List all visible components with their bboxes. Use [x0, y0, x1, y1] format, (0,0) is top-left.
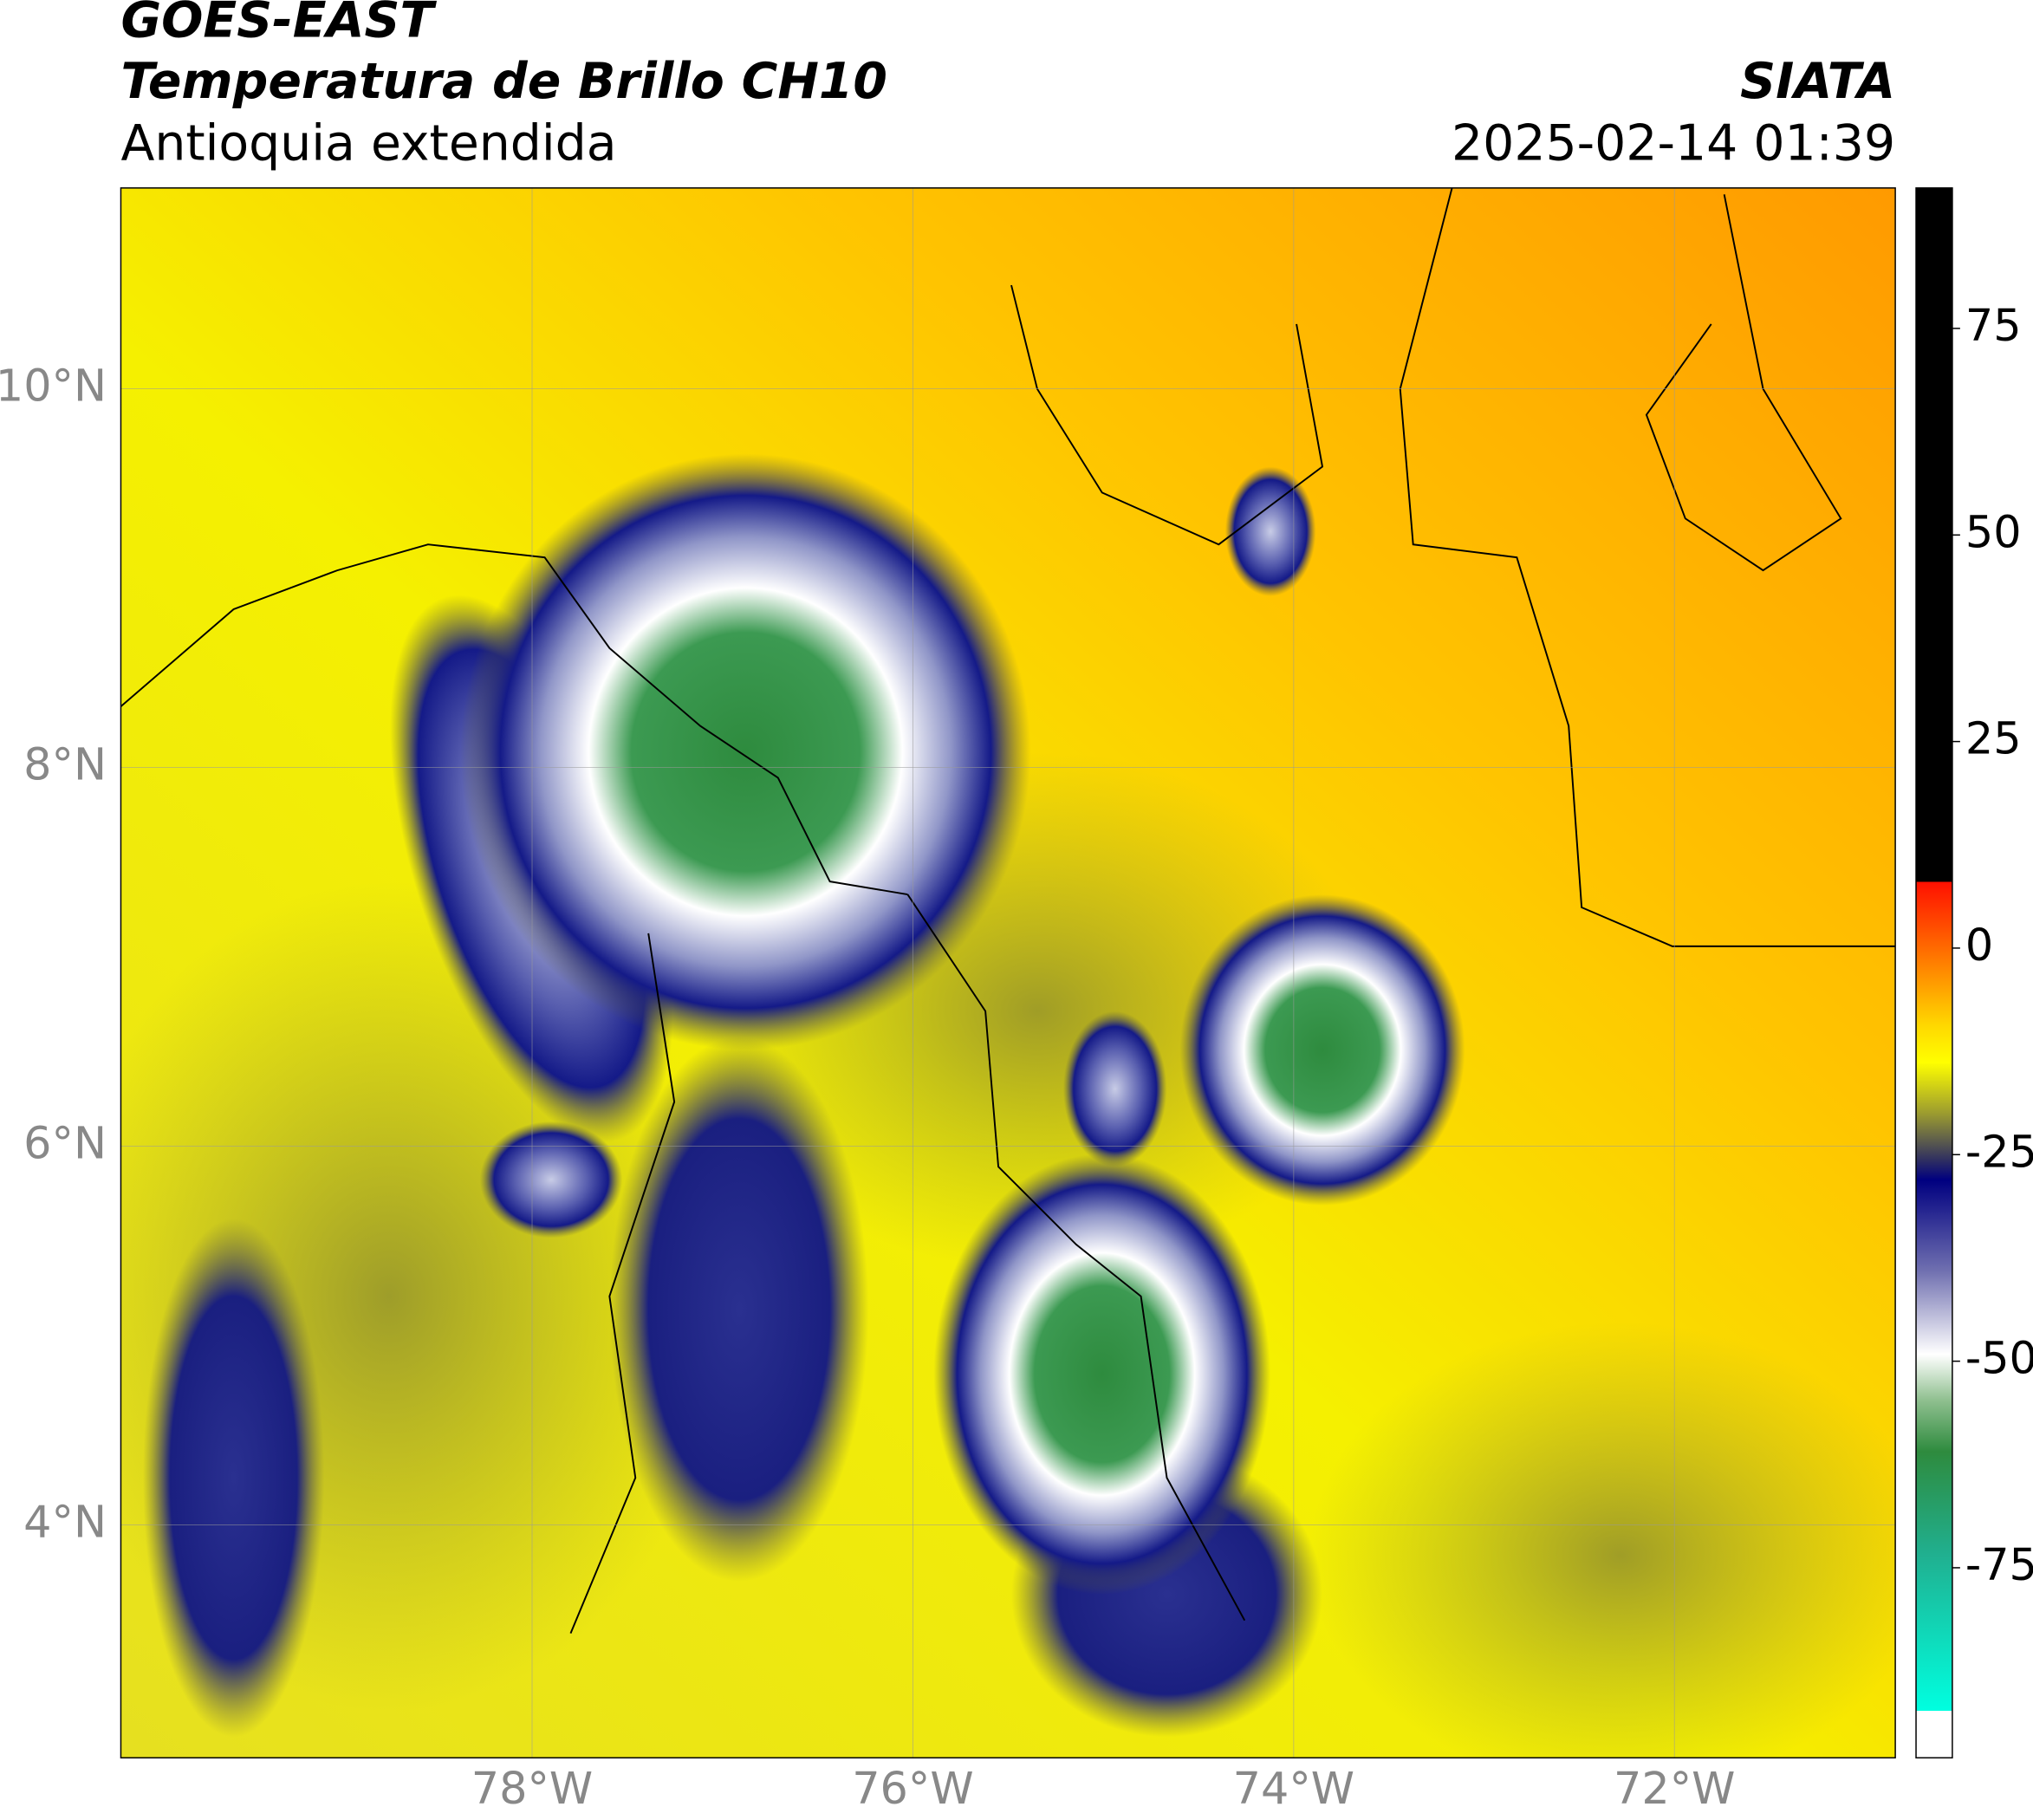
cloud-band: [142, 1218, 325, 1738]
colorbar-tick-label: 50: [1965, 506, 2022, 557]
x-tick-label: 76°W: [852, 1763, 973, 1814]
y-tick-label: 6°N: [23, 1117, 107, 1168]
map-frame: [120, 187, 1896, 1758]
boundaries: [120, 187, 1896, 1634]
x-tick-label: 72°W: [1614, 1763, 1735, 1814]
region: Antioquia extendida: [120, 115, 616, 172]
map-image: [120, 187, 1896, 1758]
title: GOES-EAST: [120, 0, 437, 49]
subtitle: Temperatura de Brillo CH10: [120, 53, 887, 110]
cloud-cluster: [1062, 1011, 1167, 1167]
y-tick-label: 10°N: [0, 360, 107, 411]
colorbar-tick-label: -25: [1965, 1126, 2033, 1177]
cloud-field: [1309, 1322, 1896, 1758]
x-tick-label: 74°W: [1233, 1763, 1354, 1814]
cloud-band: [609, 1037, 869, 1582]
colorbar-tick-label: -75: [1965, 1539, 2033, 1590]
cloud-cluster: [1224, 466, 1316, 597]
y-tick-label: 8°N: [23, 738, 107, 790]
source: SIATA: [1740, 53, 1895, 110]
colorbar: [1915, 187, 1953, 1758]
colorbar-tick-label: -50: [1965, 1333, 2033, 1384]
storm-cell: [1179, 894, 1465, 1206]
colorbar-tick-label: 0: [1965, 920, 1993, 971]
x-tick-label: 78°W: [471, 1763, 593, 1814]
storm-cell: [460, 453, 1031, 1050]
storm-cell: [933, 1154, 1271, 1595]
colorbar-tick-label: 25: [1965, 713, 2022, 764]
timestamp: 2025-02-14 01:39: [1452, 115, 1895, 172]
colorbar-tick-label: 75: [1965, 300, 2022, 351]
cloud-cluster: [479, 1121, 623, 1238]
y-tick-label: 4°N: [23, 1496, 107, 1547]
